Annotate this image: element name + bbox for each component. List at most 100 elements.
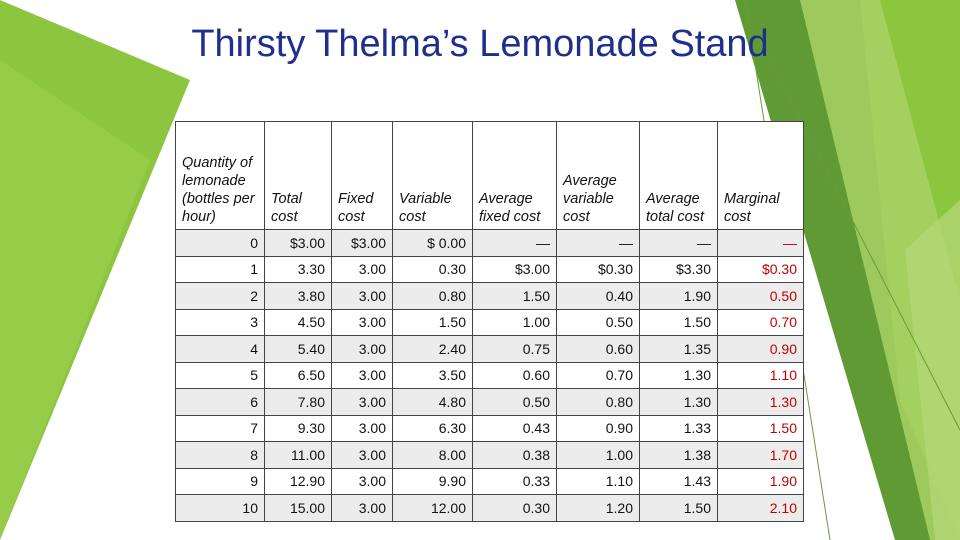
cell-average-variable-cost: —	[556, 229, 640, 257]
cell-quantity: 5	[175, 361, 265, 389]
cell-total-cost: 9.30	[264, 414, 332, 442]
cell-average-fixed-cost: $3.00	[472, 255, 557, 283]
cell-quantity: 4	[175, 335, 265, 363]
cell-average-fixed-cost: 0.60	[472, 361, 557, 389]
cell-fixed-cost: $3.00	[331, 229, 393, 257]
cell-average-fixed-cost: 0.43	[472, 414, 557, 442]
header-average-fixed-cost: Average fixed cost	[472, 121, 557, 230]
cell-variable-cost: 8.00	[392, 441, 473, 469]
table-row: 6 7.80 3.00 4.80 0.50 0.80 1.30 1.30	[175, 388, 804, 416]
header-quantity: Quantity of lemonade (bottles per hour)	[175, 121, 265, 230]
header-total-cost: Total cost	[264, 121, 332, 230]
cell-marginal-cost: 2.10	[717, 494, 804, 522]
cell-variable-cost: $ 0.00	[392, 229, 473, 257]
cell-total-cost: 3.80	[264, 282, 332, 310]
cell-average-variable-cost: 0.90	[556, 414, 640, 442]
cell-fixed-cost: 3.00	[331, 361, 393, 389]
cell-variable-cost: 2.40	[392, 335, 473, 363]
cell-quantity: 0	[175, 229, 265, 257]
cell-average-fixed-cost: 0.50	[472, 388, 557, 416]
cell-average-variable-cost: 1.00	[556, 441, 640, 469]
cell-fixed-cost: 3.00	[331, 335, 393, 363]
slide-title: Thirsty Thelma’s Lemonade Stand	[191, 23, 769, 65]
cell-average-fixed-cost: 1.50	[472, 282, 557, 310]
cell-marginal-cost: 1.30	[717, 388, 804, 416]
cell-fixed-cost: 3.00	[331, 308, 393, 336]
cell-fixed-cost: 3.00	[331, 414, 393, 442]
cell-average-total-cost: 1.35	[639, 335, 718, 363]
cell-average-total-cost: 1.33	[639, 414, 718, 442]
cell-fixed-cost: 3.00	[331, 255, 393, 283]
table-row: 8 11.00 3.00 8.00 0.38 1.00 1.38 1.70	[175, 441, 804, 469]
cell-total-cost: 4.50	[264, 308, 332, 336]
cell-average-variable-cost: 1.10	[556, 467, 640, 495]
cell-average-variable-cost: 0.60	[556, 335, 640, 363]
cell-fixed-cost: 3.00	[331, 282, 393, 310]
cell-average-total-cost: 1.30	[639, 361, 718, 389]
cell-average-fixed-cost: 1.00	[472, 308, 557, 336]
cell-total-cost: 11.00	[264, 441, 332, 469]
cell-marginal-cost: $0.30	[717, 255, 804, 283]
cell-average-variable-cost: 0.50	[556, 308, 640, 336]
left-green-triangle-shade	[0, 60, 150, 540]
header-average-variable-cost: Average variable cost	[556, 121, 640, 230]
cell-fixed-cost: 3.00	[331, 388, 393, 416]
cell-variable-cost: 6.30	[392, 414, 473, 442]
right-thin-line-2	[759, 39, 960, 431]
right-accent-green-shape	[905, 200, 960, 540]
cell-marginal-cost: 1.50	[717, 414, 804, 442]
cell-marginal-cost: 0.50	[717, 282, 804, 310]
header-marginal-cost: Marginal cost	[717, 121, 804, 230]
table-header-row: Quantity of lemonade (bottles per hour) …	[175, 121, 804, 230]
cell-average-total-cost: 1.38	[639, 441, 718, 469]
cell-variable-cost: 12.00	[392, 494, 473, 522]
right-light-green-shape	[800, 0, 960, 540]
cell-average-variable-cost: $0.30	[556, 255, 640, 283]
cell-total-cost: 3.30	[264, 255, 332, 283]
cell-average-total-cost: —	[639, 229, 718, 257]
cell-quantity: 9	[175, 467, 265, 495]
cell-average-fixed-cost: 0.30	[472, 494, 557, 522]
cell-variable-cost: 3.50	[392, 361, 473, 389]
cell-quantity: 2	[175, 282, 265, 310]
cell-average-total-cost: 1.50	[639, 494, 718, 522]
cell-variable-cost: 0.80	[392, 282, 473, 310]
cell-variable-cost: 4.80	[392, 388, 473, 416]
cell-marginal-cost: —	[717, 229, 804, 257]
cell-average-total-cost: $3.30	[639, 255, 718, 283]
cell-quantity: 7	[175, 414, 265, 442]
cell-total-cost: 12.90	[264, 467, 332, 495]
cell-quantity: 3	[175, 308, 265, 336]
cell-average-total-cost: 1.90	[639, 282, 718, 310]
table-row: 5 6.50 3.00 3.50 0.60 0.70 1.30 1.10	[175, 361, 804, 389]
cell-fixed-cost: 3.00	[331, 494, 393, 522]
table-row: 0 $3.00 $3.00 $ 0.00— — — —	[175, 229, 804, 257]
cell-average-fixed-cost: —	[472, 229, 557, 257]
cell-total-cost: 6.50	[264, 361, 332, 389]
cell-quantity: 10	[175, 494, 265, 522]
header-average-total-cost: Average total cost	[639, 121, 718, 230]
cell-quantity: 8	[175, 441, 265, 469]
cell-marginal-cost: 1.10	[717, 361, 804, 389]
cell-average-fixed-cost: 0.38	[472, 441, 557, 469]
cell-average-variable-cost: 0.80	[556, 388, 640, 416]
header-variable-cost: Variable cost	[392, 121, 473, 230]
table-row: 7 9.30 3.00 6.30 0.43 0.90 1.33 1.50	[175, 414, 804, 442]
cell-average-total-cost: 1.43	[639, 467, 718, 495]
table-row: 3 4.50 3.00 1.50 1.00 0.50 1.50 0.70	[175, 308, 804, 336]
cell-average-variable-cost: 1.20	[556, 494, 640, 522]
cell-variable-cost: 9.90	[392, 467, 473, 495]
cell-average-variable-cost: 0.40	[556, 282, 640, 310]
cell-quantity: 1	[175, 255, 265, 283]
cell-average-total-cost: 1.50	[639, 308, 718, 336]
cell-average-total-cost: 1.30	[639, 388, 718, 416]
cell-variable-cost: 1.50	[392, 308, 473, 336]
cell-marginal-cost: 1.90	[717, 467, 804, 495]
table-row: 4 5.40 3.00 2.40 0.75 0.60 1.35 0.90	[175, 335, 804, 363]
cell-marginal-cost: 0.70	[717, 308, 804, 336]
cell-total-cost: 5.40	[264, 335, 332, 363]
cell-fixed-cost: 3.00	[331, 467, 393, 495]
cell-fixed-cost: 3.00	[331, 441, 393, 469]
table-row: 10 15.00 3.00 12.00 0.30 1.20 1.50 2.10	[175, 494, 804, 522]
cell-total-cost: $3.00	[264, 229, 332, 257]
